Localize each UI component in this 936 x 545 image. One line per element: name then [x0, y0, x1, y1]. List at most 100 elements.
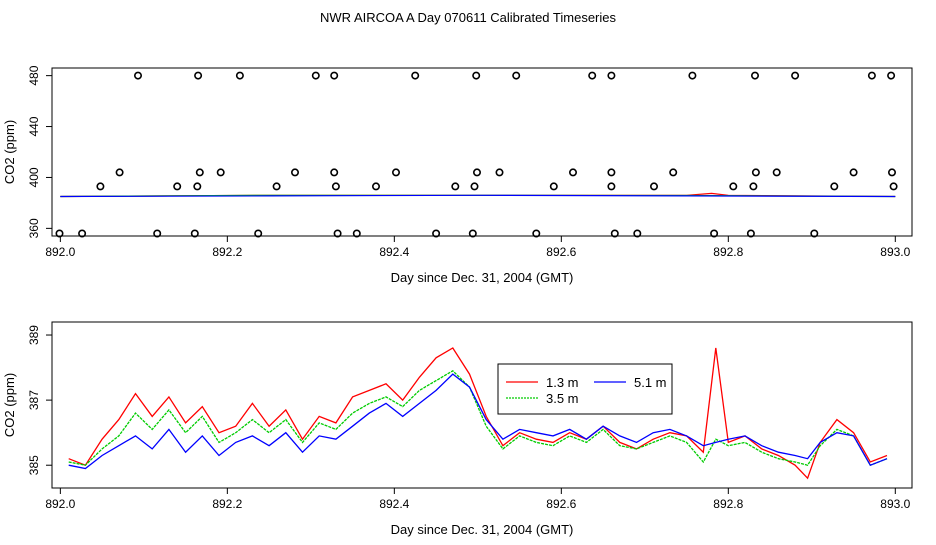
top-series-lines	[60, 192, 896, 198]
y-tick-label: 387	[27, 390, 41, 410]
top-panel: 892.0 892.2 892.4 892.6 892.8 893.0 360 400 440…	[2, 65, 913, 285]
data-point-marker	[173, 182, 182, 191]
x-tick-label: 892.2	[212, 497, 242, 511]
data-point-marker	[193, 182, 202, 191]
top-x-axis-label: Day since Dec. 31, 2004 (GMT)	[391, 270, 574, 285]
data-point-marker	[688, 71, 697, 80]
data-point-marker	[190, 229, 199, 238]
bottom-y-axis-label: CO2 (ppm)	[2, 373, 17, 437]
x-tick-label: 892.8	[713, 245, 743, 259]
data-point-marker	[607, 71, 616, 80]
data-point-marker	[512, 71, 521, 80]
data-point-marker	[568, 168, 577, 177]
x-tick-label: 892.6	[546, 497, 576, 511]
data-point-marker	[749, 182, 758, 191]
data-point-marker	[588, 71, 597, 80]
data-point-marker	[330, 168, 339, 177]
x-tick-label: 893.0	[880, 497, 910, 511]
data-point-marker	[216, 168, 225, 177]
data-point-marker	[610, 229, 619, 238]
data-point-marker	[633, 229, 642, 238]
data-point-marker	[371, 182, 380, 191]
data-point-marker	[887, 71, 896, 80]
data-point-marker	[830, 182, 839, 191]
legend-box	[497, 363, 673, 415]
page-title: NWR AIRCOA A Day 070611 Calibrated Times…	[320, 10, 616, 25]
y-tick-label: 400	[27, 167, 41, 187]
data-point-marker	[468, 229, 477, 238]
data-point-marker	[889, 182, 898, 191]
bottom-panel: 892.0 892.2 892.4 892.6 892.8 893.0 385 387 389…	[2, 321, 913, 537]
data-point-marker	[746, 229, 755, 238]
legend: 1.3 m 5.1 m 3.5 m	[497, 363, 673, 415]
data-point-marker	[254, 229, 263, 238]
x-tick-label: 892.0	[45, 497, 75, 511]
y-tick-label: 385	[27, 455, 41, 475]
y-tick-label: 389	[27, 325, 41, 345]
x-tick-label: 892.0	[45, 245, 75, 259]
data-point-marker	[470, 182, 479, 191]
data-point-marker	[195, 168, 204, 177]
data-point-marker	[96, 182, 105, 191]
series-line-5-1-m	[68, 373, 888, 470]
bottom-plot-frame	[51, 321, 913, 489]
data-point-marker	[115, 168, 124, 177]
x-tick-label: 892.8	[713, 497, 743, 511]
top-plot-frame	[51, 67, 913, 237]
y-tick-label: 480	[27, 65, 41, 85]
data-point-marker	[495, 168, 504, 177]
series-line-3-5-m	[68, 369, 888, 467]
legend-label-5-1m: 5.1 m	[634, 375, 667, 390]
data-point-marker	[867, 71, 876, 80]
data-point-marker	[451, 182, 460, 191]
x-tick-label: 892.4	[379, 245, 409, 259]
data-point-marker	[55, 229, 64, 238]
data-point-marker	[607, 168, 616, 177]
data-point-marker	[649, 182, 658, 191]
data-point-marker	[810, 229, 819, 238]
data-point-marker	[532, 229, 541, 238]
data-point-marker	[472, 168, 481, 177]
data-point-marker	[669, 168, 678, 177]
data-point-marker	[391, 168, 400, 177]
y-tick-label: 440	[27, 116, 41, 136]
bottom-series-lines	[68, 347, 888, 480]
data-point-marker	[710, 229, 719, 238]
data-point-marker	[750, 71, 759, 80]
top-series-line	[60, 194, 896, 198]
bottom-x-ticks: 892.0 892.2 892.4 892.6 892.8 893.0	[45, 488, 911, 511]
data-point-marker	[78, 229, 87, 238]
data-point-marker	[607, 182, 616, 191]
data-point-marker	[411, 71, 420, 80]
data-point-marker	[290, 168, 299, 177]
data-point-marker	[791, 71, 800, 80]
data-point-marker	[751, 168, 760, 177]
bottom-x-axis-label: Day since Dec. 31, 2004 (GMT)	[391, 522, 574, 537]
y-tick-label: 360	[27, 218, 41, 238]
data-point-marker	[333, 229, 342, 238]
x-tick-label: 892.6	[546, 245, 576, 259]
data-point-marker	[235, 71, 244, 80]
data-point-marker	[134, 71, 143, 80]
bottom-y-ticks: 385 387 389	[27, 325, 52, 475]
top-y-axis-label: CO2 (ppm)	[2, 120, 17, 184]
data-point-marker	[331, 182, 340, 191]
x-tick-label: 893.0	[880, 245, 910, 259]
data-point-marker	[153, 229, 162, 238]
series-line-1-3-m	[68, 347, 888, 480]
data-point-marker	[772, 168, 781, 177]
data-point-marker	[849, 168, 858, 177]
data-point-marker	[311, 71, 320, 80]
legend-label-3-5m: 3.5 m	[546, 391, 579, 406]
data-point-marker	[549, 182, 558, 191]
data-point-marker	[887, 168, 896, 177]
legend-label-1-3m: 1.3 m	[546, 375, 579, 390]
data-point-marker	[330, 71, 339, 80]
data-point-marker	[272, 182, 281, 191]
x-tick-label: 892.2	[212, 245, 242, 259]
data-point-marker	[352, 229, 361, 238]
x-tick-label: 892.4	[379, 497, 409, 511]
data-point-marker	[472, 71, 481, 80]
top-y-ticks: 360 400 440 480	[27, 65, 52, 238]
